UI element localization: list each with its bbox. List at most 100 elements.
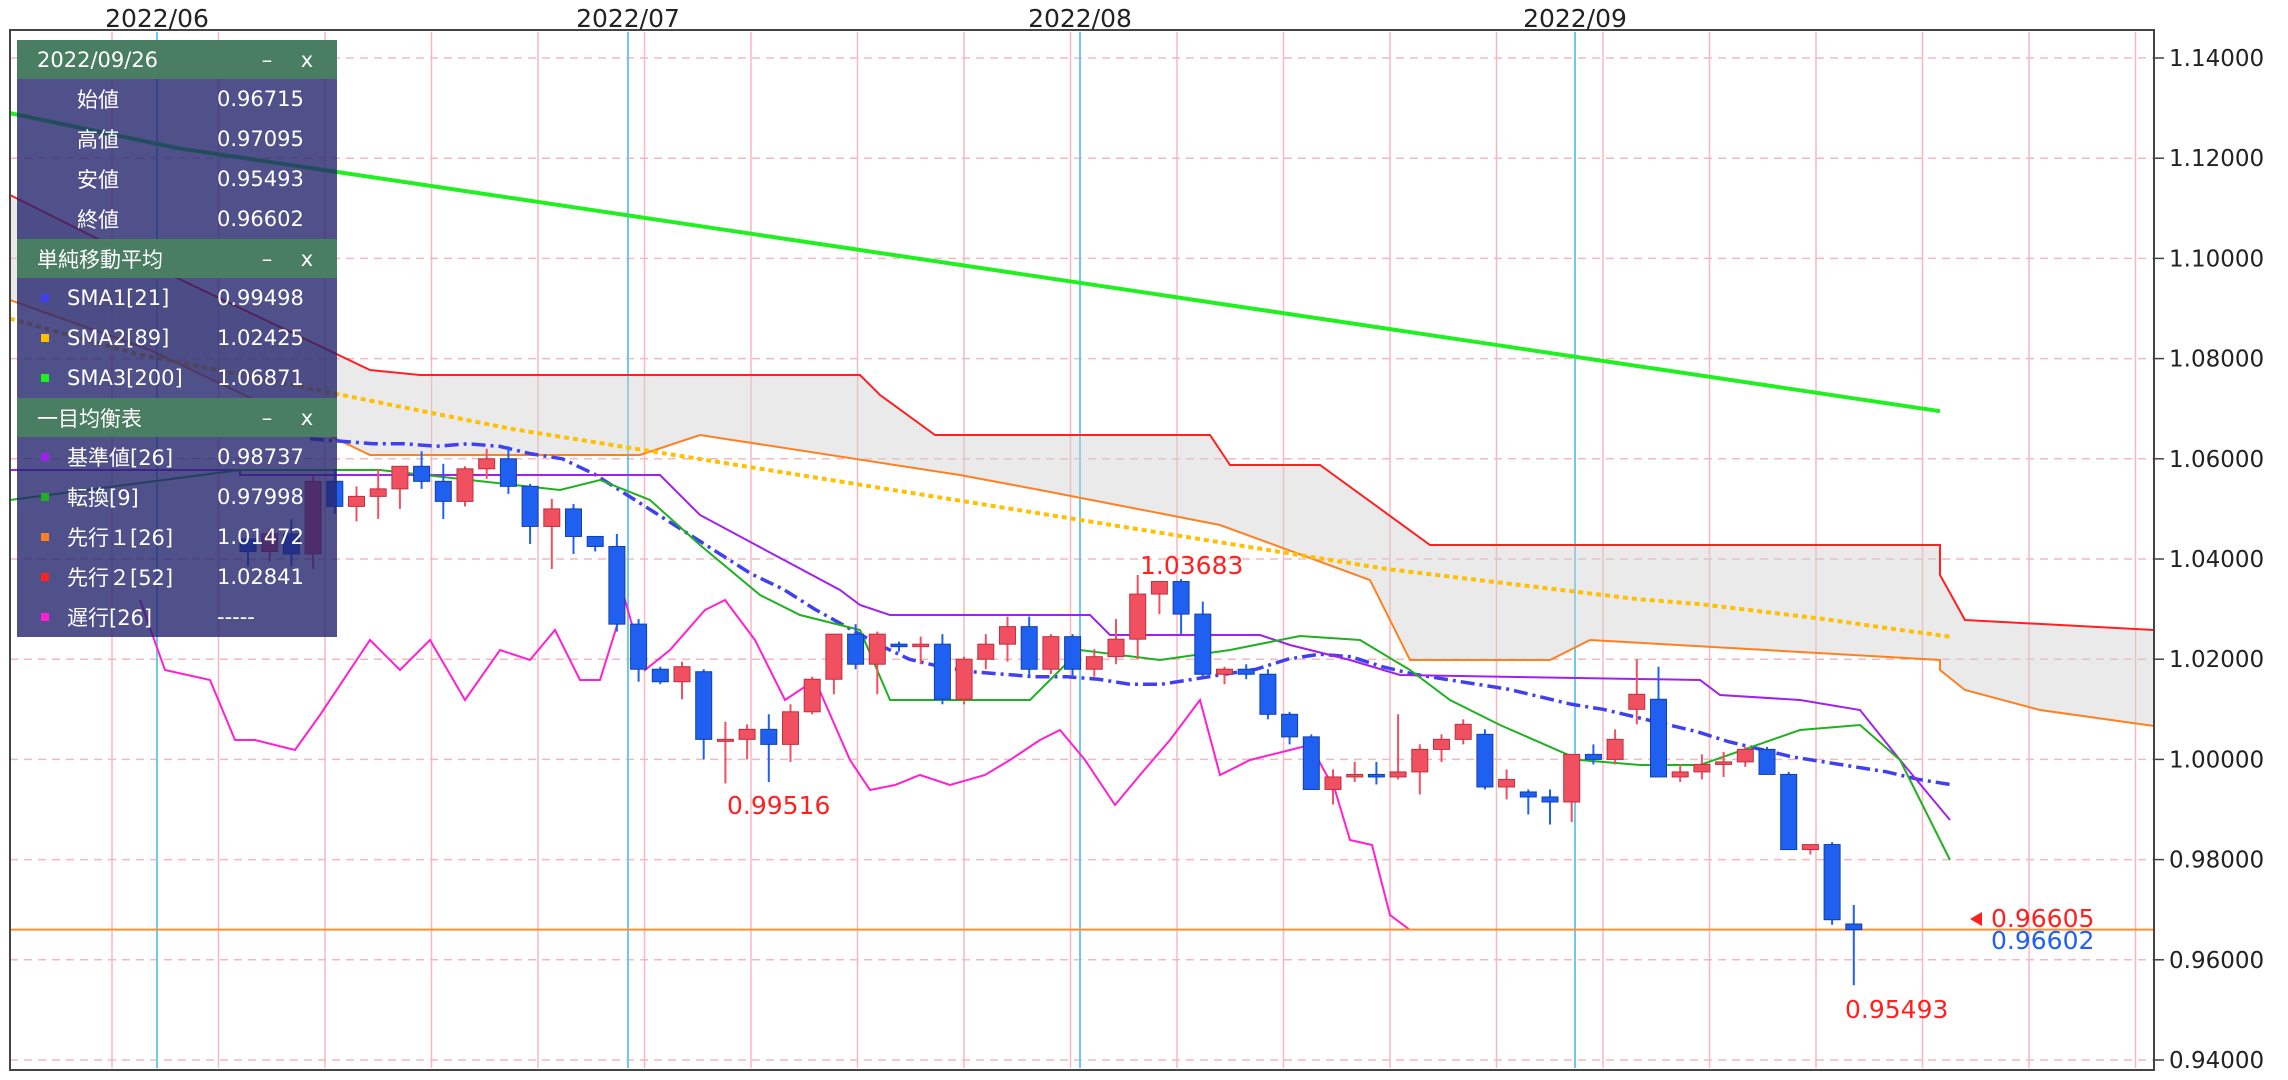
ohlc-label: 始値 [77, 88, 119, 112]
candle-body [499, 458, 517, 487]
sma3-swatch-icon [41, 374, 49, 382]
candle-body [1324, 776, 1342, 790]
candle-body [586, 535, 604, 547]
ichimoku-minimize-button[interactable]: – [261, 405, 273, 430]
candle-body [1367, 773, 1385, 778]
ichimoku-label: 基準値[26] [67, 446, 174, 470]
tenkan-swatch-icon [41, 493, 49, 501]
candle-body [716, 738, 734, 742]
candle-body [1085, 656, 1103, 670]
candle-body [760, 728, 778, 745]
ask-price-label: 0.96602 [1991, 926, 2094, 955]
date-label: 2022/06 [105, 4, 209, 33]
ohlc-label: 終値 [77, 208, 119, 232]
ohlc-value: 0.97095 [217, 127, 304, 151]
candle-body [1129, 593, 1147, 640]
candle-body [434, 480, 452, 502]
ohlc-minimize-button[interactable]: – [261, 47, 273, 72]
date-label: 2022/09 [1523, 4, 1627, 33]
candle-body [738, 728, 756, 740]
candle-body [1780, 773, 1798, 851]
candle-body [543, 508, 561, 527]
candle-body [630, 623, 648, 670]
bid-price-label: 0.96605 [1991, 904, 2094, 933]
ichimoku-value: 1.01472 [217, 525, 304, 549]
candle-body [478, 458, 496, 470]
ohlc-label: 高値 [77, 128, 119, 152]
candle-body [1237, 668, 1255, 675]
price-axis: 1.14000 1.12000 1.10000 1.08000 1.06000 1.040… [2154, 46, 2264, 1074]
candle-body [1042, 636, 1060, 670]
candle-body [868, 633, 886, 665]
plot-border [9, 29, 2155, 1071]
candle-body [1498, 778, 1516, 788]
sma-close-button[interactable]: x [300, 246, 314, 271]
candle-body [1606, 738, 1624, 760]
candle-body [1433, 738, 1450, 750]
candle-body [1801, 844, 1819, 851]
sma-label: SMA2[89] [67, 326, 170, 350]
ichimoku-close-button[interactable]: x [300, 405, 314, 430]
candle-body [1389, 771, 1407, 778]
candle-body [1259, 673, 1277, 715]
sma-row-3: SMA3[200] 1.06871 [17, 358, 337, 398]
candle-body [847, 633, 865, 665]
candle-body [1150, 581, 1168, 595]
candle-body [521, 485, 539, 527]
candle-body [1628, 693, 1646, 710]
candles [239, 446, 1863, 986]
ohlc-row-high: 高値 0.97095 [17, 119, 337, 159]
senkou1-swatch-icon [41, 533, 49, 541]
candle-body [1715, 761, 1733, 765]
date-label: 2022/08 [1028, 4, 1132, 33]
sma-row-1: SMA1[21] 0.99498 [17, 278, 337, 318]
candle-body [369, 488, 387, 497]
senkou2-line [9, 194, 2155, 631]
date-axis: 2022/06 2022/07 2022/08 2022/09 [105, 4, 1627, 33]
candle-body [565, 508, 582, 537]
candle-body [1411, 748, 1429, 773]
ohlc-row-open: 始値 0.96715 [17, 79, 337, 119]
high-annotation: 1.03683 [1140, 551, 1243, 580]
candle-body [933, 643, 951, 700]
candle-body [1758, 748, 1776, 775]
sma-label: SMA3[200] [67, 366, 183, 390]
low-annotation-september: 0.95493 [1845, 995, 1948, 1024]
ichimoku-label: 転換[9] [67, 486, 139, 510]
sma-row-2: SMA2[89] 1.02425 [17, 318, 337, 358]
candle-body [348, 495, 365, 507]
date-label: 2022/07 [576, 4, 680, 33]
price-marker-icon [1970, 912, 1982, 926]
sma2-swatch-icon [41, 334, 49, 342]
ohlc-value: 0.95493 [217, 167, 304, 191]
candle-body [1541, 796, 1559, 803]
ichimoku-row-chikou: 遅行[26] ----- [17, 597, 337, 637]
candle-body [1216, 668, 1233, 675]
sma-minimize-button[interactable]: – [261, 246, 273, 271]
ichimoku-label: 先行１[26] [67, 526, 174, 550]
ohlc-row-close: 終値 0.96602 [17, 199, 337, 239]
ohlc-value: 0.96602 [217, 207, 304, 231]
candle-body [1454, 723, 1472, 740]
ohlc-panel-header: 2022/09/26 – x [17, 40, 337, 79]
candle-body [1693, 763, 1711, 773]
grid-layer [10, 32, 2154, 1068]
price-tick-label: 1.04000 [2169, 547, 2264, 573]
candle-body [1020, 626, 1038, 670]
ichimoku-label: 遅行[26] [67, 606, 153, 630]
candle-body [1845, 923, 1863, 931]
candle-body [803, 678, 821, 713]
senkou2-swatch-icon [41, 573, 49, 581]
candle-body [1563, 753, 1581, 803]
ichimoku-panel-header: 一目均衡表 – x [17, 398, 337, 437]
price-tick-label: 0.98000 [2169, 848, 2264, 874]
candle-body [695, 671, 713, 740]
low-annotation-july: 0.99516 [727, 791, 830, 820]
candle-body [1172, 581, 1190, 615]
candle-body [1107, 638, 1125, 658]
kijun-line [10, 469, 1951, 821]
ohlc-close-button[interactable]: x [300, 47, 314, 72]
ichimoku-row-senkou1: 先行１[26] 1.01472 [17, 517, 337, 557]
candle-body [1736, 748, 1754, 763]
